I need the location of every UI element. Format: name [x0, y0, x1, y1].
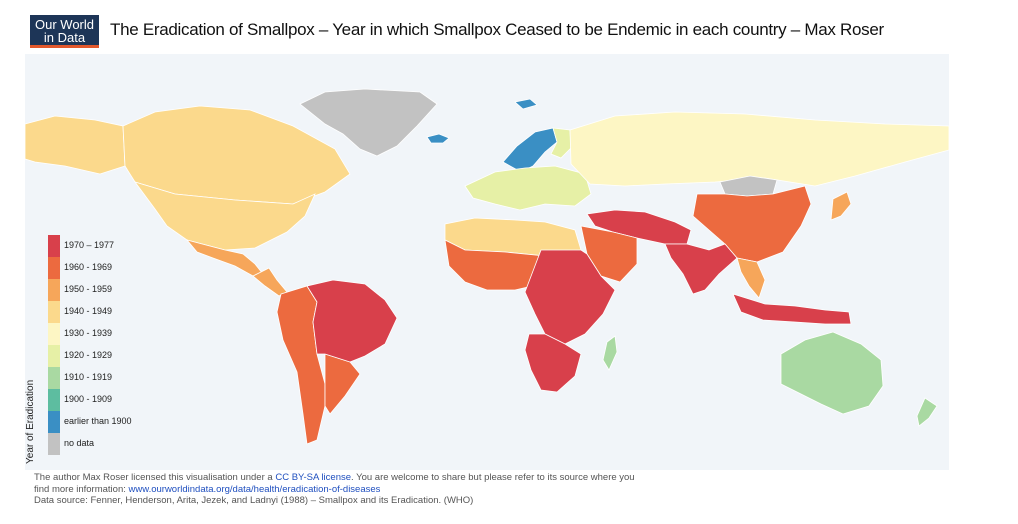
owid-logo[interactable]: Our World in Data	[30, 15, 99, 48]
legend-swatch	[48, 257, 60, 279]
legend-label: 1940 - 1949	[64, 306, 113, 316]
region-russia[interactable]	[569, 111, 949, 187]
legend-label: 1910 - 1919	[64, 372, 113, 382]
footer-license-text-a: The author Max Roser licensed this visua…	[34, 472, 276, 483]
region-southeast-asia[interactable]	[736, 257, 766, 299]
region-brazil[interactable]	[306, 279, 398, 363]
footer: The author Max Roser licensed this visua…	[34, 472, 934, 507]
legend-item-earlier-than-1900[interactable]: earlier than 1900	[48, 411, 188, 433]
legend-label: 1930 - 1939	[64, 328, 113, 338]
region-india[interactable]	[664, 243, 738, 295]
region-southern-africa[interactable]	[524, 333, 582, 393]
region-indonesia[interactable]	[732, 293, 852, 325]
legend-swatch	[48, 345, 60, 367]
legend-swatch	[48, 411, 60, 433]
legend-swatch	[48, 323, 60, 345]
region-madagascar[interactable]	[602, 335, 618, 371]
legend-label: earlier than 1900	[64, 416, 132, 426]
region-alaska[interactable]	[25, 115, 126, 175]
footer-line-2: find more information: www.ourworldindat…	[34, 484, 934, 496]
legend-title: Year of Eradication	[25, 372, 39, 468]
footer-license-text-b: . You are welcome to share but please re…	[351, 472, 635, 483]
license-link[interactable]: CC BY-SA license	[275, 472, 352, 483]
legend-item-1910-1919[interactable]: 1910 - 1919	[48, 367, 188, 389]
legend-swatch	[48, 301, 60, 323]
logo-line-2: in Data	[43, 30, 86, 45]
legend-item-no-data[interactable]: no data	[48, 433, 188, 455]
legend-swatch	[48, 279, 60, 301]
region-japan[interactable]	[830, 191, 852, 221]
legend-item-1930-1939[interactable]: 1930 - 1939	[48, 323, 188, 345]
legend-swatch	[48, 433, 60, 455]
legend-item-1920-1929[interactable]: 1920 - 1929	[48, 345, 188, 367]
region-europe[interactable]	[464, 165, 592, 211]
legend-label: 1960 - 1969	[64, 262, 113, 272]
logo-line-1: Our World	[35, 17, 94, 32]
legend-item-1960-1969[interactable]: 1960 - 1969	[48, 257, 188, 279]
legend-swatch	[48, 235, 60, 257]
legend-swatch	[48, 389, 60, 411]
legend-item-1900-1909[interactable]: 1900 - 1909	[48, 389, 188, 411]
legend-label: 1970 – 1977	[64, 240, 115, 250]
legend-label: no data	[64, 438, 95, 448]
legend-label: 1900 - 1909	[64, 394, 113, 404]
region-china[interactable]	[692, 185, 812, 263]
legend-label: 1920 - 1929	[64, 350, 113, 360]
world-map-svg	[25, 88, 949, 445]
footer-line-1: The author Max Roser licensed this visua…	[34, 472, 934, 484]
region-new-zealand[interactable]	[916, 397, 938, 427]
region-greenland[interactable]	[299, 88, 438, 157]
footer-more-info-text: find more information:	[34, 483, 129, 495]
legend-item-1950-1959[interactable]: 1950 - 1959	[48, 279, 188, 301]
footer-data-source: Data source: Fenner, Henderson, Arita, J…	[34, 495, 474, 506]
legend-title-text: Year of Eradication	[25, 379, 36, 464]
chart-title: The Eradication of Smallpox – Year in wh…	[110, 20, 884, 39]
region-svalbard[interactable]	[514, 98, 538, 110]
legend-swatch	[48, 367, 60, 389]
region-australia[interactable]	[780, 331, 884, 415]
world-map[interactable]	[25, 54, 949, 470]
legend-label: 1950 - 1959	[64, 284, 113, 294]
legend-item-1970-1977[interactable]: 1970 – 1977	[48, 235, 188, 257]
logo-accent-bar	[30, 45, 99, 48]
region-southern-cone[interactable]	[324, 353, 361, 415]
region-central-africa[interactable]	[524, 249, 616, 345]
region-usa[interactable]	[133, 181, 316, 251]
source-link[interactable]: www.ourworldindata.org/data/health/eradi…	[128, 483, 381, 495]
region-iceland[interactable]	[426, 133, 450, 144]
region-scandinavia[interactable]	[502, 127, 558, 173]
legend-item-1940-1949[interactable]: 1940 - 1949	[48, 301, 188, 323]
